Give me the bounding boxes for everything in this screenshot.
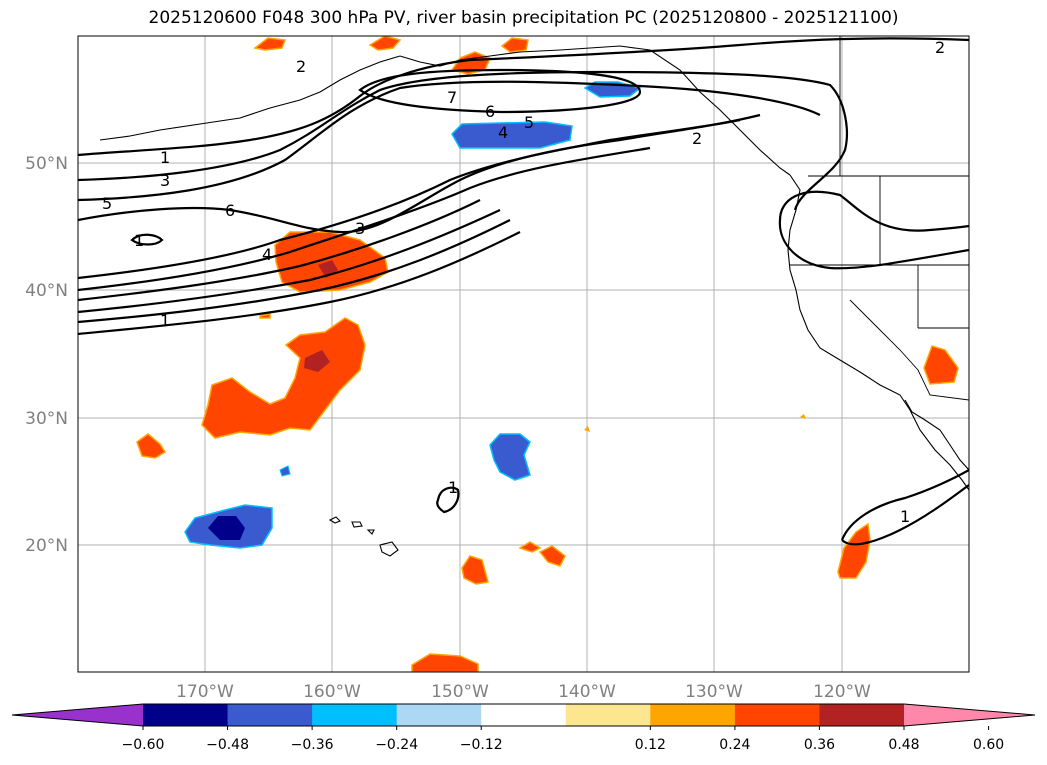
longitude-labels: 170°W 160°W 150°W 140°W 130°W 120°W <box>176 682 871 702</box>
contour-label: 1 <box>900 507 910 526</box>
lon-label-160w: 160°W <box>303 682 361 702</box>
contour-label: 6 <box>225 201 235 220</box>
colorbar-tick-label: −0.24 <box>375 737 418 753</box>
colorbar-tick-label: 0.24 <box>719 737 750 753</box>
positive-anomaly-shading <box>136 36 959 672</box>
map-title: 2025120600 F048 300 hPa PV, river basin … <box>148 8 899 28</box>
colorbar-segment <box>650 704 736 726</box>
colorbar-segment <box>312 704 398 726</box>
contour-label: 7 <box>447 88 457 107</box>
contour-label: 6 <box>485 102 495 121</box>
lon-label-120w: 120°W <box>813 682 871 702</box>
colorbar-segment <box>734 704 820 726</box>
lat-label-30n: 30°N <box>25 409 68 429</box>
contour-label: 1 <box>448 478 458 497</box>
contour-label: 5 <box>102 194 112 213</box>
colorbar-tick-label: 0.36 <box>804 737 835 753</box>
colorbar-tick-label: −0.36 <box>291 737 334 753</box>
contour-label: 4 <box>498 123 508 142</box>
colorbar-extend-min <box>12 704 143 726</box>
lat-label-50n: 50°N <box>25 154 68 174</box>
colorbar-tick-label: −0.12 <box>460 737 503 753</box>
colorbar-tick-label: 0.12 <box>635 737 666 753</box>
contour-label: 3 <box>160 171 170 190</box>
contour-label: 4 <box>262 245 272 264</box>
colorbar-segment <box>481 704 567 726</box>
colorbar-tick-label: 0.60 <box>973 737 1004 753</box>
colorbar-tick-label: −0.48 <box>206 737 249 753</box>
map-frame <box>77 35 970 673</box>
colorbar-tick-label: 0.48 <box>888 737 919 753</box>
lon-label-130w: 130°W <box>685 682 743 702</box>
colorbar-segment <box>227 704 313 726</box>
colorbar-segment <box>396 704 482 726</box>
colorbar: −0.60 −0.48 −0.36 −0.24 −0.12 0.12 0.24 0.36 0.4… <box>11 703 1036 753</box>
lat-label-40n: 40°N <box>25 281 68 301</box>
pv-contours <box>78 37 969 546</box>
colorbar-segment <box>565 704 651 726</box>
contour-label: 5 <box>524 113 534 132</box>
contour-label: 2 <box>935 38 945 57</box>
latitude-labels: 50°N 40°N 30°N 20°N <box>25 154 68 556</box>
lat-label-20n: 20°N <box>25 536 68 556</box>
lon-label-170w: 170°W <box>176 682 234 702</box>
contour-label: 2 <box>296 57 306 76</box>
colorbar-tick-label: −0.60 <box>122 737 165 753</box>
contour-label: 2 <box>692 129 702 148</box>
colorbar-segment <box>819 704 905 726</box>
lon-label-150w: 150°W <box>431 682 489 702</box>
contour-label: 1 <box>134 231 144 250</box>
contour-labels: 1 3 5 6 1 4 3 1 2 7 6 4 5 2 2 1 1 <box>102 38 945 526</box>
contour-label: 1 <box>160 311 170 330</box>
lon-label-140w: 140°W <box>558 682 616 702</box>
colorbar-segment <box>143 704 229 726</box>
colorbar-extend-max <box>904 704 1035 726</box>
contour-label: 1 <box>160 148 170 167</box>
contour-label: 3 <box>355 219 365 238</box>
